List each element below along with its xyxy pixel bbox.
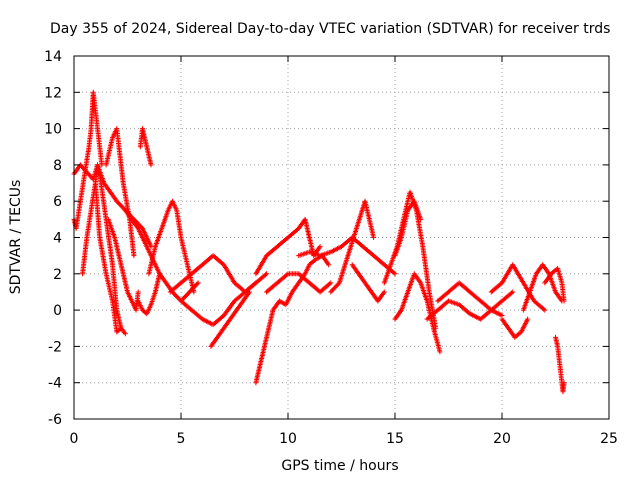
data-point bbox=[253, 280, 259, 286]
data-point bbox=[157, 271, 163, 277]
y-tick-label: 6 bbox=[53, 194, 62, 210]
y-axis-label: SDTVAR / TECUs bbox=[8, 180, 24, 295]
data-point bbox=[317, 244, 323, 250]
x-tick-label: 25 bbox=[600, 431, 618, 447]
data-point bbox=[510, 289, 516, 295]
x-tick-label: 15 bbox=[386, 431, 404, 447]
series-arc-28 bbox=[542, 265, 567, 304]
series-arc-8 bbox=[137, 126, 154, 168]
y-tick-label: 8 bbox=[53, 158, 62, 174]
data-point bbox=[561, 298, 567, 304]
series-arc-18 bbox=[328, 198, 377, 295]
data-point bbox=[392, 271, 398, 277]
y-tick-label: -6 bbox=[48, 412, 62, 428]
data-point bbox=[418, 216, 424, 222]
x-tick-label: 20 bbox=[493, 431, 511, 447]
data-point bbox=[191, 289, 197, 295]
data-point bbox=[264, 271, 270, 277]
data-point bbox=[542, 307, 548, 313]
data-point bbox=[525, 316, 531, 322]
series-arc-9 bbox=[146, 198, 197, 295]
x-axis-label: GPS time / hours bbox=[281, 458, 398, 474]
data-point bbox=[326, 262, 332, 268]
y-tick-label: 12 bbox=[44, 85, 62, 101]
axis-ticks: 0 5 10 15 20 25 -6 -4 -2 0 2 4 6 8 10 12 14 bbox=[44, 49, 618, 447]
data-point bbox=[561, 380, 567, 386]
series-arc-12 bbox=[178, 280, 259, 328]
data-point bbox=[195, 280, 201, 286]
series-arc-13 bbox=[208, 289, 252, 349]
series-arc-15 bbox=[253, 216, 323, 277]
series-arc-14 bbox=[253, 253, 332, 386]
x-tick-label: 0 bbox=[70, 431, 79, 447]
data-point bbox=[437, 349, 443, 355]
y-tick-label: 2 bbox=[53, 267, 62, 283]
data-point bbox=[381, 289, 387, 295]
series-arc-3 bbox=[80, 162, 124, 331]
y-tick-label: -2 bbox=[48, 339, 62, 355]
y-tick-label: 14 bbox=[44, 49, 62, 65]
data-point bbox=[148, 162, 154, 168]
data-point bbox=[122, 331, 128, 337]
data-point bbox=[194, 281, 200, 287]
data-series-group bbox=[71, 89, 567, 395]
grid bbox=[74, 56, 609, 419]
chart-title: Day 355 of 2024, Sidereal Day-to-day VTE… bbox=[50, 21, 610, 37]
x-tick-label: 10 bbox=[279, 431, 297, 447]
series-arc-19 bbox=[349, 262, 387, 304]
data-point bbox=[135, 289, 141, 295]
data-point bbox=[328, 280, 334, 286]
series-arc-26 bbox=[499, 316, 531, 340]
y-tick-label: 0 bbox=[53, 303, 62, 319]
series-arc-25 bbox=[488, 262, 548, 313]
series-arc-4 bbox=[92, 180, 128, 337]
data-point bbox=[131, 253, 137, 259]
x-tick-label: 5 bbox=[177, 431, 186, 447]
series-arc-24 bbox=[435, 280, 516, 313]
data-point bbox=[99, 162, 105, 168]
y-tick-label: 10 bbox=[44, 122, 62, 138]
series-arc-29 bbox=[553, 334, 567, 395]
series-arc-10 bbox=[135, 271, 163, 317]
y-tick-label: 4 bbox=[53, 231, 62, 247]
series-arc-16 bbox=[264, 271, 334, 295]
series-arc-2 bbox=[71, 89, 105, 231]
y-tick-label: -4 bbox=[48, 376, 62, 392]
series-arc-21 bbox=[392, 198, 424, 259]
data-point bbox=[246, 289, 252, 295]
data-point bbox=[335, 281, 341, 287]
data-point bbox=[371, 235, 377, 240]
data-point bbox=[148, 244, 154, 250]
series-arc-5 bbox=[103, 126, 137, 259]
